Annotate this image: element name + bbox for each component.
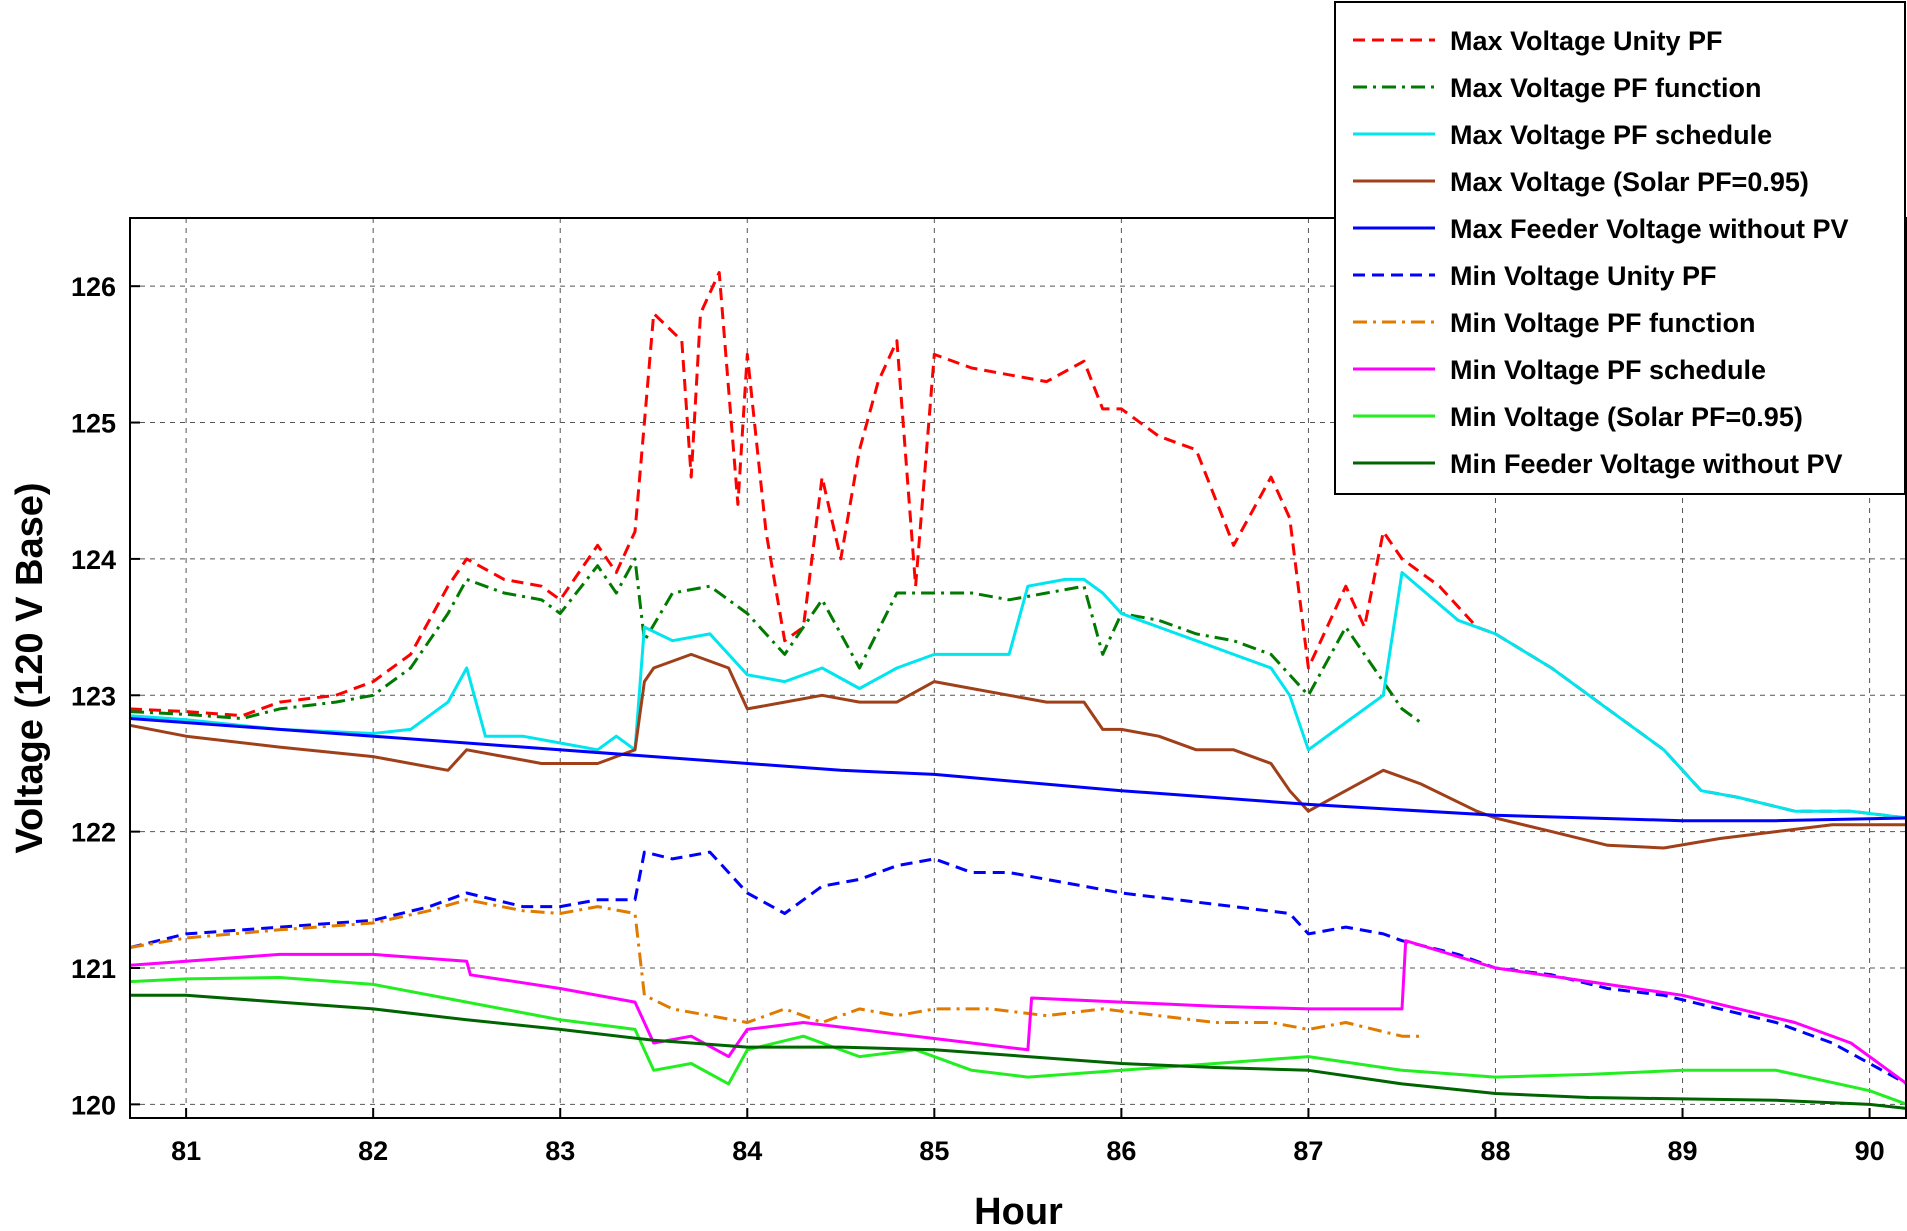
x-tick-label-5: 86 [1106,1136,1136,1166]
series-line-6 [130,898,1421,1038]
y-tick-label-6: 126 [71,272,116,302]
series-line-9 [130,993,1907,1110]
y-tick-label-0: 120 [71,1090,116,1120]
series-line-0 [130,271,1907,820]
legend-label-3: Max Voltage (Solar PF=0.95) [1450,167,1809,197]
legend-label-0: Max Voltage Unity PF [1450,26,1723,56]
y-tick-label-3: 123 [71,681,116,711]
x-tick-label-2: 83 [545,1136,575,1166]
x-tick-label-6: 87 [1293,1136,1323,1166]
y-tick-label-2: 122 [71,818,116,848]
x-tick-label-1: 82 [358,1136,388,1166]
series-line-1 [130,557,1422,724]
x-tick-label-9: 90 [1855,1136,1885,1166]
series-line-8 [130,976,1907,1106]
legend-label-6: Min Voltage PF function [1450,308,1755,338]
legend-label-8: Min Voltage (Solar PF=0.95) [1450,402,1803,432]
x-tick-label-3: 84 [732,1136,762,1166]
x-tick-label-4: 85 [919,1136,949,1166]
x-tick-label-0: 81 [171,1136,201,1166]
x-tick-label-8: 89 [1668,1136,1698,1166]
legend-label-4: Max Feeder Voltage without PV [1450,214,1849,244]
series-layer [130,271,1907,1110]
legend-label-1: Max Voltage PF function [1450,73,1762,103]
series-line-2 [130,571,1907,820]
y-tick-label-4: 124 [71,545,116,575]
legend-label-5: Min Voltage Unity PF [1450,261,1717,291]
series-line-4 [130,717,1907,823]
axis-ticks: 81 82 83 84 85 86 87 88 89 90 120 121 122 123 124 125 12… [71,272,1885,1166]
legend-box [1334,1,1906,495]
legend-label-2: Max Voltage PF schedule [1450,120,1772,150]
legend-label-9: Min Feeder Voltage without PV [1450,449,1843,479]
y-axis-label: Voltage (120 V Base) [9,482,51,853]
x-axis-label: Hour [974,1191,1063,1231]
y-tick-label-5: 125 [71,409,116,439]
series-line-7 [130,939,1907,1086]
legend-label-7: Min Voltage PF schedule [1450,355,1766,385]
y-tick-label-1: 121 [71,954,116,984]
legend: Max Voltage Unity PF Max Voltage PF funct… [1334,1,1906,495]
x-tick-label-7: 88 [1480,1136,1510,1166]
plot-area-frame [129,217,1907,1119]
